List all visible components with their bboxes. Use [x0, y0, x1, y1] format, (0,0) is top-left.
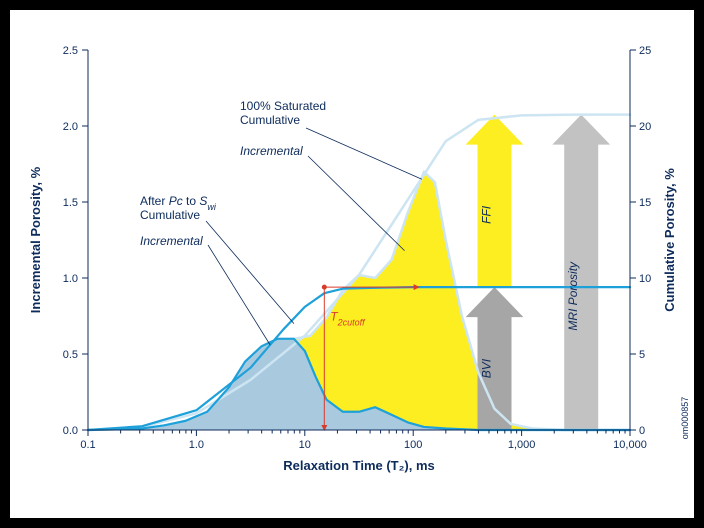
yl-tick-label: 1.5 [63, 197, 78, 209]
yl-tick-label: 2.0 [63, 121, 78, 133]
leader [308, 156, 405, 251]
leader [206, 221, 294, 324]
annot-pcinc: Incremental [140, 234, 203, 248]
yl-tick-label: 0.5 [63, 349, 78, 361]
y-axis-left-title: Incremental Porosity, % [28, 166, 43, 313]
annot-satcum-2: Cumulative [240, 113, 300, 127]
x-tick-label: 10,000 [613, 439, 647, 451]
annot-pccum2: Cumulative [140, 208, 200, 222]
arrow [466, 115, 524, 288]
label-bvi: BVI [480, 358, 494, 378]
credit: om000857 [680, 397, 690, 440]
yr-tick-label: 0 [639, 425, 645, 437]
x-tick-label: 100 [404, 439, 422, 451]
x-tick-label: 0.1 [80, 439, 95, 451]
annot-satinc: Incremental [240, 144, 303, 158]
label-mri: MRI Porosity [566, 261, 580, 331]
yr-tick-label: 5 [639, 349, 645, 361]
yr-tick-label: 15 [639, 197, 651, 209]
yr-tick-label: 10 [639, 273, 651, 285]
y-axis-right-title: Cumulative Porosity, % [662, 168, 677, 312]
chart-container: { "chart":{ "type":"line-area-log", "xla… [10, 10, 694, 518]
yr-tick-label: 20 [639, 121, 651, 133]
yr-tick-label: 25 [639, 45, 651, 57]
yl-tick-label: 1.0 [63, 273, 78, 285]
x-tick-label: 10 [299, 439, 311, 451]
label-ffi: FFI [480, 205, 494, 224]
chart-svg: 0.11.0101001,00010,0000.00.51.01.52.02.5… [10, 10, 694, 518]
x-tick-label: 1.0 [189, 439, 204, 451]
annot-satcum-1: 100% Saturated [240, 99, 326, 113]
frame: { "chart":{ "type":"line-area-log", "xla… [0, 0, 704, 528]
x-axis-title: Relaxation Time (T₂), ms [283, 458, 434, 473]
yl-tick-label: 2.5 [63, 45, 78, 57]
t2cutoff-dot [322, 285, 327, 290]
yl-tick-label: 0.0 [63, 425, 78, 437]
arrow [552, 115, 610, 430]
x-tick-label: 1,000 [508, 439, 536, 451]
